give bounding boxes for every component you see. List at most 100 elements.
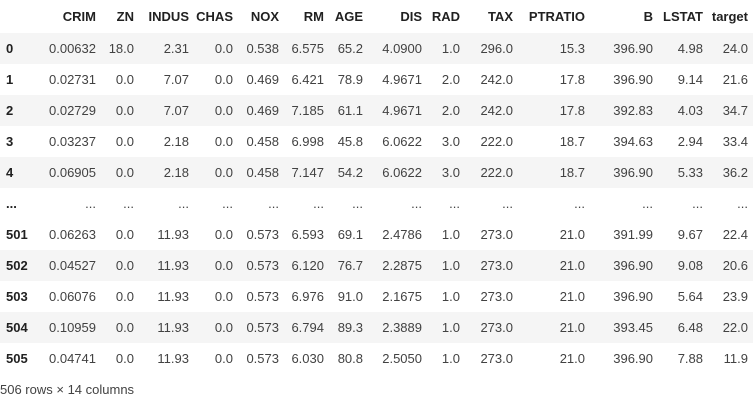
table-cell: 0.03237 xyxy=(49,134,96,149)
table-cell: 18.7 xyxy=(559,165,585,180)
table-cell: 3.0 xyxy=(441,134,460,149)
table-cell: 0.04527 xyxy=(49,258,96,273)
index-header xyxy=(0,0,38,33)
table-cell: 65.2 xyxy=(337,41,363,56)
table-cell: 36.2 xyxy=(722,165,748,180)
row-index: 4 xyxy=(6,165,14,180)
table-cell: ... xyxy=(642,196,653,211)
table-cell: 2.2875 xyxy=(382,258,422,273)
table-cell: 2.31 xyxy=(163,41,189,56)
table-cell: 5.33 xyxy=(677,165,703,180)
column-header: RAD xyxy=(431,9,460,24)
column-header: target xyxy=(711,9,748,24)
table-cell: 2.0 xyxy=(441,103,460,118)
table-cell: 0.0 xyxy=(214,165,233,180)
table-cell: 11.93 xyxy=(157,289,189,304)
table-cell: 7.88 xyxy=(677,351,703,366)
table-cell: 393.45 xyxy=(613,320,653,335)
column-header: NOX xyxy=(250,9,279,24)
table-cell: 4.9671 xyxy=(382,103,422,118)
table-row: 502 0.04527 0.0 11.93 0.0 0.573 6.120 76.7 2.287… xyxy=(0,250,753,281)
table-cell: 9.14 xyxy=(677,72,703,87)
table-cell: 0.573 xyxy=(246,351,279,366)
table-cell: 0.0 xyxy=(214,258,233,273)
table-cell: 4.03 xyxy=(677,103,703,118)
table-cell: 392.83 xyxy=(613,103,653,118)
table-cell: ... xyxy=(449,196,460,211)
table-cell: 21.0 xyxy=(559,320,585,335)
table-cell: 0.573 xyxy=(246,227,279,242)
table-cell: 1.0 xyxy=(441,351,460,366)
table-cell: 24.0 xyxy=(722,41,748,56)
table-cell: 396.90 xyxy=(613,41,653,56)
table-cell: 11.93 xyxy=(157,258,189,273)
table-cell: 0.469 xyxy=(246,103,279,118)
table-cell: 17.8 xyxy=(559,103,585,118)
table-cell: 0.02729 xyxy=(49,103,96,118)
table-cell: 0.0 xyxy=(214,351,233,366)
column-header: ZN xyxy=(116,9,134,24)
table-cell: 0.0 xyxy=(115,103,134,118)
table-cell: 6.0622 xyxy=(382,165,422,180)
table-cell: ... xyxy=(222,196,233,211)
table-cell: 0.0 xyxy=(214,134,233,149)
table-cell: 45.8 xyxy=(337,134,363,149)
table-cell: 396.90 xyxy=(613,289,653,304)
row-index: 501 xyxy=(6,227,28,242)
table-cell: 242.0 xyxy=(480,103,513,118)
table-cell: 20.6 xyxy=(722,258,748,273)
table-cell: 4.9671 xyxy=(382,72,422,87)
table-cell: 0.04741 xyxy=(49,351,96,366)
table-cell: 0.0 xyxy=(214,72,233,87)
table-cell: 273.0 xyxy=(480,227,513,242)
table-cell: 0.10959 xyxy=(49,320,96,335)
table-cell: 4.0900 xyxy=(382,41,422,56)
table-cell: 222.0 xyxy=(480,165,513,180)
table-cell: 396.90 xyxy=(613,72,653,87)
table-cell: 61.1 xyxy=(337,103,363,118)
table-cell: 0.458 xyxy=(246,134,279,149)
table-cell: ... xyxy=(411,196,422,211)
table-cell: 296.0 xyxy=(480,41,513,56)
column-header: DIS xyxy=(400,9,422,24)
column-header: INDUS xyxy=(148,9,189,24)
table-cell: 0.0 xyxy=(115,134,134,149)
table-cell: 6.421 xyxy=(291,72,324,87)
table-cell: 0.0 xyxy=(115,165,134,180)
table-cell: 396.90 xyxy=(613,258,653,273)
table-cell: 91.0 xyxy=(337,289,363,304)
table-cell: 0.0 xyxy=(214,227,233,242)
table-cell: 9.08 xyxy=(677,258,703,273)
row-index: 503 xyxy=(6,289,28,304)
table-cell: 0.458 xyxy=(246,165,279,180)
table-cell: 11.93 xyxy=(157,320,189,335)
table-cell: 0.06076 xyxy=(49,289,96,304)
table-cell: 5.64 xyxy=(677,289,703,304)
table-cell: 17.8 xyxy=(559,72,585,87)
table-cell: ... xyxy=(313,196,324,211)
table-cell: 6.593 xyxy=(291,227,324,242)
table-cell: 6.030 xyxy=(291,351,324,366)
table-cell: 2.5050 xyxy=(382,351,422,366)
table-cell: 21.6 xyxy=(722,72,748,87)
table-cell: 0.573 xyxy=(246,258,279,273)
table-cell: 0.0 xyxy=(115,351,134,366)
dataframe-table: CRIM ZN INDUS CHAS NOX RM AGE DIS RAD TAX PTRATIO B… xyxy=(0,0,753,366)
table-cell: 22.4 xyxy=(722,227,748,242)
table-cell: 396.90 xyxy=(613,165,653,180)
table-cell: 0.469 xyxy=(246,72,279,87)
table-cell: 2.94 xyxy=(677,134,703,149)
shape-caption: 506 rows × 14 columns xyxy=(0,382,135,397)
column-header: CHAS xyxy=(196,9,233,24)
row-index: 0 xyxy=(6,41,14,56)
table-cell: 1.0 xyxy=(441,320,460,335)
table-row: 4 0.06905 0.0 2.18 0.0 0.458 7.147 54.2 6.0622 3.… xyxy=(0,157,753,188)
table-cell: 0.538 xyxy=(246,41,279,56)
table-cell: 34.7 xyxy=(722,103,748,118)
table-cell: 33.4 xyxy=(722,134,748,149)
row-index: 504 xyxy=(6,320,28,335)
table-cell: 6.48 xyxy=(677,320,703,335)
table-cell: 2.4786 xyxy=(382,227,422,242)
table-cell: 11.93 xyxy=(157,227,189,242)
